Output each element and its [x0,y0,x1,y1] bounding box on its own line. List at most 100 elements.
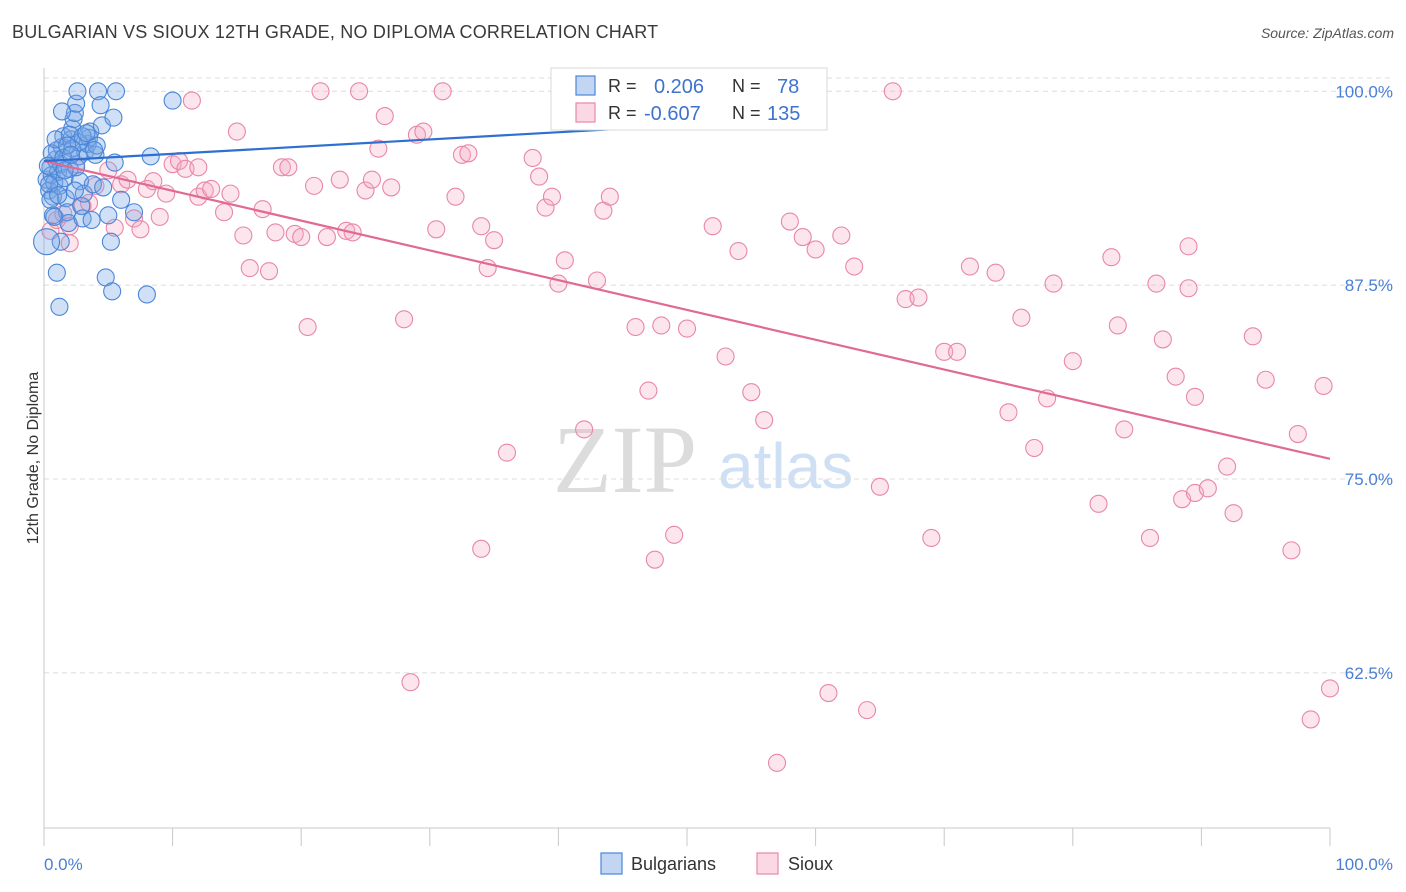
sioux-point [214,203,234,222]
y-tick-label: 87.5% [1345,276,1393,295]
sioux-point [1115,420,1134,439]
sioux-point [150,207,169,226]
sioux-point [356,181,375,200]
sioux-point [1288,424,1307,444]
sioux-point [298,317,317,337]
sioux-point [1320,679,1340,698]
sioux-point [350,82,369,101]
sioux-point [542,187,562,206]
legend-n-value-bulgarians: 78 [777,76,799,98]
sioux-point [587,271,607,290]
bulgarians-point [91,96,110,115]
sioux-point [401,673,420,692]
sioux-point [935,342,954,361]
x-tick-label: 100.0% [1335,855,1393,874]
bulgarians-point [65,181,84,200]
bulgarians-point [51,232,70,251]
legend-r-value-bulgarians: 0.206 [654,76,704,98]
gridlines [44,77,1394,674]
sioux-point [279,158,298,177]
sioux-point [395,310,414,329]
sioux-point [292,228,311,247]
sioux-point [626,317,645,337]
bulgarians-point [101,232,120,251]
sioux-point [729,241,748,261]
sioux-point [780,212,799,231]
sioux-point [131,220,150,239]
sioux-point [1218,457,1237,476]
watermark: ZIP atlas [553,406,853,513]
legend-swatch-bulgarians [575,75,596,96]
sioux-point [832,226,851,245]
sioux-point [427,220,446,239]
bulgarians-point [46,130,65,149]
bottom-legend-swatch-bulgarians [600,852,623,875]
y-tick-label: 75.0% [1345,470,1393,489]
tick-labels: 62.5% 75.0% 87.5% 100.0% 0.0% 100.0% [44,82,1393,874]
bulgarians-point [124,203,144,222]
sioux-point [948,342,967,361]
bulgarians-point [106,82,126,101]
sioux-point [311,82,330,101]
bulgarians-point [99,206,118,225]
bulgarians-point [82,210,101,230]
sioux-point [1089,494,1108,513]
sioux-point [382,178,401,197]
bulgarians-point [49,186,68,205]
bulgarians-point [83,175,102,194]
sioux-point [433,82,452,101]
sioux-point [472,217,491,236]
bulgarians-point [55,169,74,188]
y-tick-label: 100.0% [1335,82,1393,101]
bulgarians-point [87,136,106,155]
sioux-point [806,240,825,259]
sioux-point [1102,248,1121,267]
sioux-point [221,184,240,203]
sioux-point [414,122,433,141]
bulgarians-point [163,91,182,110]
sioux-point [1301,710,1320,729]
sioux-point [742,383,761,402]
sioux-point [883,82,902,101]
bulgarians-points [33,82,182,316]
sioux-point [1314,376,1333,396]
sioux-point [870,477,889,496]
sioux-point [259,262,279,281]
series-legend: Bulgarians Sioux [600,852,833,875]
sioux-point [1256,370,1275,389]
sioux-point [1224,504,1243,523]
legend-r-label-2: R = [608,103,637,123]
stats-legend-box [550,67,828,131]
sioux-point [1243,327,1262,346]
sioux-point [485,231,504,250]
bulgarians-point [88,82,108,101]
sioux-point [60,234,79,253]
sioux-point [1025,438,1044,458]
legend-n-value-sioux: 135 [767,103,800,125]
stats-legend: R = 0.206 N = 78 R = -0.607 N = 135 [550,67,828,131]
legend-r-label-1: R = [608,76,637,96]
sioux-point [716,347,735,366]
bulgarians-point [73,209,92,228]
legend-swatch-sioux [575,102,596,123]
sioux-point [1063,352,1082,371]
bulgarians-point [85,141,104,160]
sioux-point [530,167,549,186]
sioux-point [472,539,491,558]
bulgarians-point [68,82,87,101]
sioux-point [446,187,465,206]
sioux-point [227,122,246,141]
sioux-point [1012,308,1031,327]
chart-title: BULGARIAN VS SIOUX 12TH GRADE, NO DIPLOM… [12,22,658,42]
sioux-point [639,381,658,400]
sioux-point [575,420,594,439]
sioux-point [960,257,979,276]
sioux-point [1044,274,1063,293]
sioux-point [600,187,619,206]
sioux-point [536,198,555,217]
legend-n-label-2: N = [732,103,761,123]
sioux-point [452,145,472,164]
sioux-point [819,684,838,703]
sioux-point [362,170,381,189]
